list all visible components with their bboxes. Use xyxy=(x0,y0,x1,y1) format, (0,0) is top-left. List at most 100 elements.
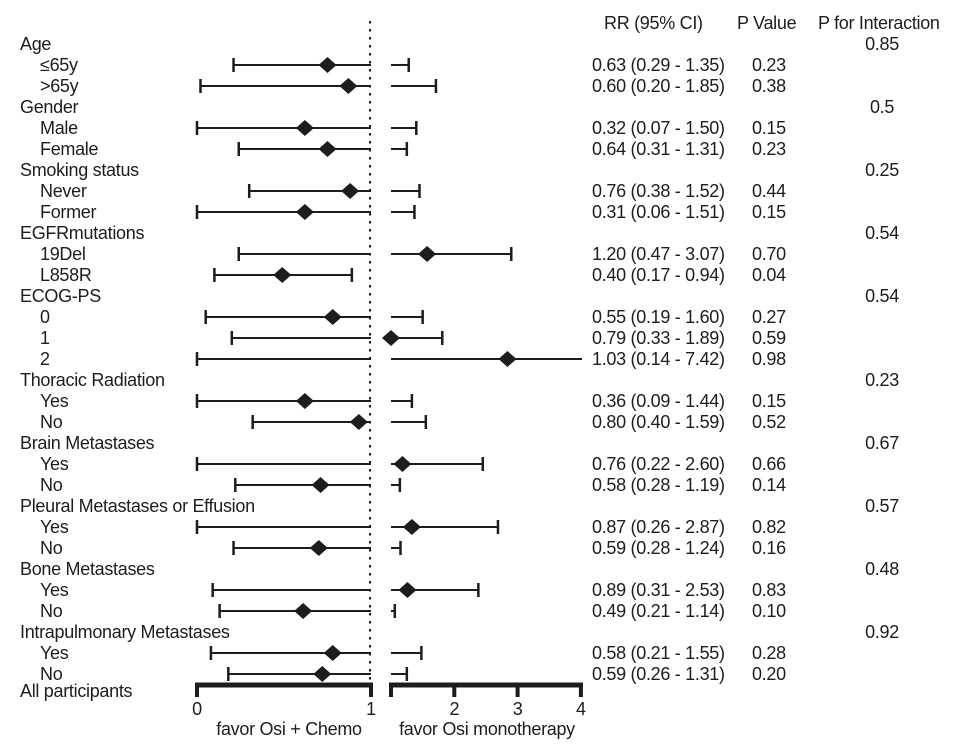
axis-tick-label: 0 xyxy=(192,699,202,719)
row-label: 19Del xyxy=(40,244,86,264)
row-label: No xyxy=(40,538,63,558)
rr-value: 0.87 (0.26 - 2.87) xyxy=(592,517,725,537)
p-interaction-value: 0.85 xyxy=(865,34,899,54)
subgroup-label: Smoking status xyxy=(20,160,139,180)
subgroup-label: ECOG-PS xyxy=(20,286,101,306)
point-estimate-diamond xyxy=(349,414,368,430)
point-estimate-diamond xyxy=(382,330,400,346)
p-value: 0.27 xyxy=(752,307,786,327)
rr-value: 0.58 (0.28 - 1.19) xyxy=(592,475,725,495)
row-label: No xyxy=(40,601,63,621)
p-interaction-value: 0.23 xyxy=(865,370,899,390)
p-value: 0.82 xyxy=(752,517,786,537)
point-estimate-diamond xyxy=(295,393,314,409)
point-estimate-diamond xyxy=(309,540,328,556)
p-value: 0.59 xyxy=(752,328,786,348)
p-interaction-value: 0.5 xyxy=(869,97,895,117)
subgroup-label: EGFRmutations xyxy=(20,223,145,243)
subgroup-label: Gender xyxy=(20,97,79,117)
p-value: 0.70 xyxy=(752,244,786,264)
rr-value: 0.59 (0.26 - 1.31) xyxy=(592,664,725,684)
rr-value: 0.79 (0.33 - 1.89) xyxy=(592,328,725,348)
p-value: 0.23 xyxy=(752,139,786,159)
rr-value: 0.89 (0.31 - 2.53) xyxy=(592,580,725,600)
rr-value: 0.31 (0.06 - 1.51) xyxy=(592,202,725,222)
rr-value: 0.49 (0.21 - 1.14) xyxy=(592,601,725,621)
p-value: 0.04 xyxy=(752,265,786,285)
p-value: 0.15 xyxy=(752,202,786,222)
row-label: 2 xyxy=(40,349,50,369)
p-value: 0.10 xyxy=(752,601,786,621)
p-interaction-value: 0.54 xyxy=(865,286,899,306)
rr-value: 0.60 (0.20 - 1.85) xyxy=(592,76,725,96)
point-estimate-diamond xyxy=(295,204,314,220)
p-interaction-value: 0.48 xyxy=(865,559,899,579)
row-label: >65y xyxy=(40,76,79,96)
p-value: 0.98 xyxy=(752,349,786,369)
rr-value: 1.03 (0.14 - 7.42) xyxy=(592,349,725,369)
row-label: Male xyxy=(40,118,78,138)
rr-value: 0.76 (0.22 - 2.60) xyxy=(592,454,725,474)
subgroup-label: Intrapulmonary Metastases xyxy=(20,622,230,642)
p-value: 0.28 xyxy=(752,643,786,663)
point-estimate-diamond xyxy=(398,582,417,598)
rr-value: 0.32 (0.07 - 1.50) xyxy=(592,118,725,138)
footer-label: All participants xyxy=(20,681,133,701)
point-estimate-diamond xyxy=(323,309,342,325)
point-estimate-diamond xyxy=(318,141,337,157)
row-label: 1 xyxy=(40,328,50,348)
axis-direction-label-right: favor Osi monotherapy xyxy=(399,719,575,739)
row-label: Yes xyxy=(40,454,69,474)
axis-tick-label: 3 xyxy=(512,699,523,719)
column-header-p-interaction: P for Interaction xyxy=(818,13,940,33)
p-interaction-value: 0.25 xyxy=(865,160,899,180)
axis-tick-label: 2 xyxy=(449,699,460,719)
p-value: 0.20 xyxy=(752,664,786,684)
point-estimate-diamond xyxy=(311,477,330,493)
subgroup-label: Brain Metastases xyxy=(20,433,155,453)
axis-direction-label-left: favor Osi + Chemo xyxy=(216,719,362,739)
point-estimate-diamond xyxy=(418,246,437,262)
p-value: 0.38 xyxy=(752,76,786,96)
p-value: 0.15 xyxy=(752,118,786,138)
p-value: 0.14 xyxy=(752,475,786,495)
row-label: ≤65y xyxy=(40,55,78,75)
point-estimate-diamond xyxy=(273,267,292,283)
row-label: No xyxy=(40,412,63,432)
column-header-rr: RR (95% CI) xyxy=(604,13,703,33)
rr-value: 0.55 (0.19 - 1.60) xyxy=(592,307,725,327)
axis-tick-label: 4 xyxy=(576,699,586,719)
point-estimate-diamond xyxy=(318,57,337,73)
point-estimate-diamond xyxy=(393,456,412,472)
row-label: No xyxy=(40,475,63,495)
rr-value: 0.64 (0.31 - 1.31) xyxy=(592,139,725,159)
p-value: 0.66 xyxy=(752,454,786,474)
p-value: 0.15 xyxy=(752,391,786,411)
row-label: Yes xyxy=(40,580,69,600)
row-label: Yes xyxy=(40,391,69,411)
rr-value: 1.20 (0.47 - 3.07) xyxy=(592,244,725,264)
column-header-p-value: P Value xyxy=(737,13,797,33)
row-label: Female xyxy=(40,139,99,159)
p-value: 0.44 xyxy=(752,181,786,201)
p-interaction-value: 0.92 xyxy=(865,622,899,642)
subgroup-label: Pleural Metastases or Effusion xyxy=(20,496,255,516)
p-interaction-value: 0.67 xyxy=(865,433,899,453)
rr-value: 0.59 (0.28 - 1.24) xyxy=(592,538,725,558)
point-estimate-diamond xyxy=(402,519,421,535)
row-label: Never xyxy=(40,181,87,201)
rr-value: 0.58 (0.21 - 1.55) xyxy=(592,643,725,663)
rr-value: 0.36 (0.09 - 1.44) xyxy=(592,391,725,411)
point-estimate-diamond xyxy=(339,78,358,94)
point-estimate-diamond xyxy=(313,666,332,682)
rr-value: 0.76 (0.38 - 1.52) xyxy=(592,181,725,201)
rr-value: 0.80 (0.40 - 1.59) xyxy=(592,412,725,432)
point-estimate-diamond xyxy=(341,183,360,199)
point-estimate-diamond xyxy=(323,645,342,661)
subgroup-label: Age xyxy=(20,34,52,54)
p-value: 0.83 xyxy=(752,580,786,600)
p-value: 0.23 xyxy=(752,55,786,75)
subgroup-label: Bone Metastases xyxy=(20,559,155,579)
row-label: Former xyxy=(40,202,97,222)
